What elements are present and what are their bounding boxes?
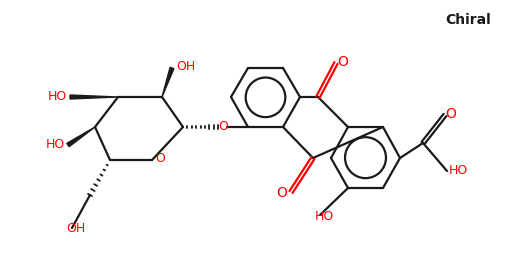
Text: HO: HO <box>449 165 467 178</box>
Polygon shape <box>70 95 118 99</box>
Text: O: O <box>276 186 287 200</box>
Text: O: O <box>218 119 228 133</box>
Polygon shape <box>162 67 174 97</box>
Text: Chiral: Chiral <box>445 13 491 27</box>
Text: O: O <box>337 55 349 69</box>
Text: OH: OH <box>67 222 86 235</box>
Text: OH: OH <box>176 61 196 73</box>
Text: HO: HO <box>314 211 334 224</box>
Text: HO: HO <box>48 90 67 104</box>
Text: O: O <box>155 153 165 165</box>
Polygon shape <box>67 127 95 147</box>
Text: HO: HO <box>46 139 65 151</box>
Text: O: O <box>445 107 456 121</box>
